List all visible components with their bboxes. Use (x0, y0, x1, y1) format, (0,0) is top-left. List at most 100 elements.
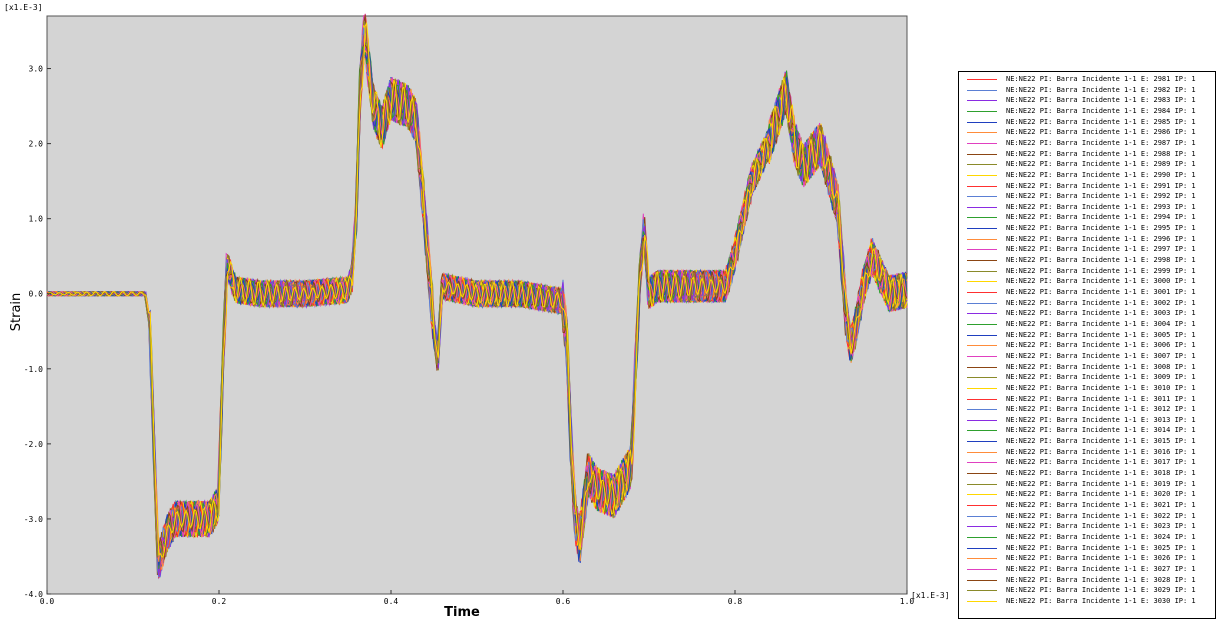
legend-swatch (967, 100, 997, 102)
legend-label: NE:NE22 PI: Barra Incidente 1-1 E: 3003 … (1006, 309, 1196, 318)
legend-swatch (967, 473, 997, 475)
legend-label: NE:NE22 PI: Barra Incidente 1-1 E: 2999 … (1006, 266, 1196, 275)
legend-label: NE:NE22 PI: Barra Incidente 1-1 E: 3016 … (1006, 447, 1196, 456)
legend-item: NE:NE22 PI: Barra Incidente 1-1 E: 2992 … (959, 192, 1215, 201)
legend-swatch (967, 334, 997, 336)
legend-label: NE:NE22 PI: Barra Incidente 1-1 E: 3028 … (1006, 575, 1196, 584)
legend-item: NE:NE22 PI: Barra Incidente 1-1 E: 2999 … (959, 267, 1215, 276)
legend-label: NE:NE22 PI: Barra Incidente 1-1 E: 3015 … (1006, 437, 1196, 446)
legend-label: NE:NE22 PI: Barra Incidente 1-1 E: 3022 … (1006, 511, 1196, 520)
legend-label: NE:NE22 PI: Barra Incidente 1-1 E: 3023 … (1006, 522, 1196, 531)
legend-label: NE:NE22 PI: Barra Incidente 1-1 E: 3030 … (1006, 596, 1196, 605)
legend-swatch (967, 409, 997, 411)
legend-swatch (967, 313, 997, 315)
y-tick-label: -3.0 (24, 515, 43, 524)
legend-label: NE:NE22 PI: Barra Incidente 1-1 E: 3019 … (1006, 479, 1196, 488)
legend-swatch (967, 590, 997, 592)
legend-item: NE:NE22 PI: Barra Incidente 1-1 E: 3015 … (959, 437, 1215, 446)
legend-item: NE:NE22 PI: Barra Incidente 1-1 E: 3027 … (959, 565, 1215, 574)
legend-item: NE:NE22 PI: Barra Incidente 1-1 E: 2987 … (959, 139, 1215, 148)
legend-swatch (967, 292, 997, 293)
legend-label: NE:NE22 PI: Barra Incidente 1-1 E: 3014 … (1006, 426, 1196, 435)
legend-item: NE:NE22 PI: Barra Incidente 1-1 E: 3007 … (959, 352, 1215, 361)
legend-item: NE:NE22 PI: Barra Incidente 1-1 E: 3000 … (959, 277, 1215, 286)
legend-label: NE:NE22 PI: Barra Incidente 1-1 E: 2997 … (1006, 245, 1196, 254)
legend-swatch (967, 377, 997, 379)
legend-swatch (967, 494, 997, 496)
legend-swatch (967, 568, 997, 570)
legend-item: NE:NE22 PI: Barra Incidente 1-1 E: 2985 … (959, 118, 1215, 127)
legend-item: NE:NE22 PI: Barra Incidente 1-1 E: 2988 … (959, 150, 1215, 159)
legend-swatch (967, 536, 997, 538)
series-line (46, 49, 908, 562)
legend-item: NE:NE22 PI: Barra Incidente 1-1 E: 3002 … (959, 299, 1215, 308)
legend-swatch (967, 505, 997, 506)
legend-label: NE:NE22 PI: Barra Incidente 1-1 E: 3026 … (1006, 554, 1196, 563)
legend-item: NE:NE22 PI: Barra Incidente 1-1 E: 3014 … (959, 426, 1215, 435)
legend-item: NE:NE22 PI: Barra Incidente 1-1 E: 2993 … (959, 203, 1215, 212)
legend-item: NE:NE22 PI: Barra Incidente 1-1 E: 3019 … (959, 480, 1215, 489)
legend-swatch (967, 238, 997, 240)
legend-item: NE:NE22 PI: Barra Incidente 1-1 E: 3028 … (959, 576, 1215, 585)
legend-label: NE:NE22 PI: Barra Incidente 1-1 E: 3008 … (1006, 362, 1196, 371)
legend-swatch (967, 366, 997, 368)
legend-label: NE:NE22 PI: Barra Incidente 1-1 E: 2989 … (1006, 160, 1196, 169)
legend-item: NE:NE22 PI: Barra Incidente 1-1 E: 3023 … (959, 522, 1215, 531)
legend-swatch (967, 355, 997, 357)
legend-item: NE:NE22 PI: Barra Incidente 1-1 E: 3005 … (959, 331, 1215, 340)
legend-item: NE:NE22 PI: Barra Incidente 1-1 E: 2981 … (959, 75, 1215, 84)
y-axis-ticks: 3.0 2.0 1.0 0.0 -1.0 -2.0 -3.0 -4.0 (24, 65, 51, 599)
legend-swatch (967, 132, 997, 134)
legend-swatch (967, 228, 997, 230)
legend-swatch (967, 89, 997, 91)
legend-label: NE:NE22 PI: Barra Incidente 1-1 E: 3024 … (1006, 532, 1196, 541)
legend-item: NE:NE22 PI: Barra Incidente 1-1 E: 2994 … (959, 213, 1215, 222)
legend-swatch (967, 164, 997, 166)
legend-label: NE:NE22 PI: Barra Incidente 1-1 E: 3007 … (1006, 351, 1196, 360)
x-tick-label: 0.6 (556, 597, 571, 606)
legend-swatch (967, 547, 997, 549)
legend-label: NE:NE22 PI: Barra Incidente 1-1 E: 3018 … (1006, 469, 1196, 478)
legend-label: NE:NE22 PI: Barra Incidente 1-1 E: 3020 … (1006, 490, 1196, 499)
legend-swatch (967, 260, 997, 262)
legend-item: NE:NE22 PI: Barra Incidente 1-1 E: 3008 … (959, 363, 1215, 372)
legend-label: NE:NE22 PI: Barra Incidente 1-1 E: 3000 … (1006, 277, 1196, 286)
legend-item: NE:NE22 PI: Barra Incidente 1-1 E: 2984 … (959, 107, 1215, 116)
legend-item: NE:NE22 PI: Barra Incidente 1-1 E: 3016 … (959, 448, 1215, 457)
y-tick-label: -1.0 (24, 365, 43, 374)
legend-label: NE:NE22 PI: Barra Incidente 1-1 E: 2985 … (1006, 117, 1196, 126)
legend-label: NE:NE22 PI: Barra Incidente 1-1 E: 2982 … (1006, 85, 1196, 94)
legend-item: NE:NE22 PI: Barra Incidente 1-1 E: 3024 … (959, 533, 1215, 542)
legend-item: NE:NE22 PI: Barra Incidente 1-1 E: 3001 … (959, 288, 1215, 297)
series-line (46, 21, 908, 558)
x-tick-label: 0.8 (728, 597, 743, 606)
legend-swatch (967, 281, 997, 283)
y-tick-label: 3.0 (29, 65, 44, 74)
legend-item: NE:NE22 PI: Barra Incidente 1-1 E: 3013 … (959, 416, 1215, 425)
legend-item: NE:NE22 PI: Barra Incidente 1-1 E: 3009 … (959, 373, 1215, 382)
legend-swatch (967, 526, 997, 528)
legend-label: NE:NE22 PI: Barra Incidente 1-1 E: 2995 … (1006, 224, 1196, 233)
x-axis-multiplier: [x1.E-3] (911, 591, 950, 600)
legend-item: NE:NE22 PI: Barra Incidente 1-1 E: 3006 … (959, 341, 1215, 350)
legend-swatch (967, 217, 997, 219)
legend: NE:NE22 PI: Barra Incidente 1-1 E: 2981 … (958, 71, 1216, 619)
legend-swatch (967, 398, 997, 400)
legend-label: NE:NE22 PI: Barra Incidente 1-1 E: 3021 … (1006, 501, 1196, 509)
y-tick-label: -2.0 (24, 440, 43, 449)
legend-item: NE:NE22 PI: Barra Incidente 1-1 E: 3021 … (959, 501, 1215, 510)
y-tick-label: 0.0 (29, 290, 44, 299)
y-axis-multiplier: [x1.E-3] (4, 3, 43, 12)
legend-swatch (967, 302, 997, 304)
legend-label: NE:NE22 PI: Barra Incidente 1-1 E: 2986 … (1006, 128, 1196, 137)
legend-label: NE:NE22 PI: Barra Incidente 1-1 E: 3013 … (1006, 415, 1196, 424)
legend-swatch (967, 483, 997, 485)
legend-swatch (967, 153, 997, 155)
x-axis-title: Time (444, 605, 480, 620)
y-tick-label: 1.0 (29, 215, 44, 224)
legend-swatch (967, 558, 997, 560)
legend-label: NE:NE22 PI: Barra Incidente 1-1 E: 2992 … (1006, 192, 1196, 201)
legend-item: NE:NE22 PI: Barra Incidente 1-1 E: 3011 … (959, 395, 1215, 404)
series-lines (46, 13, 908, 580)
